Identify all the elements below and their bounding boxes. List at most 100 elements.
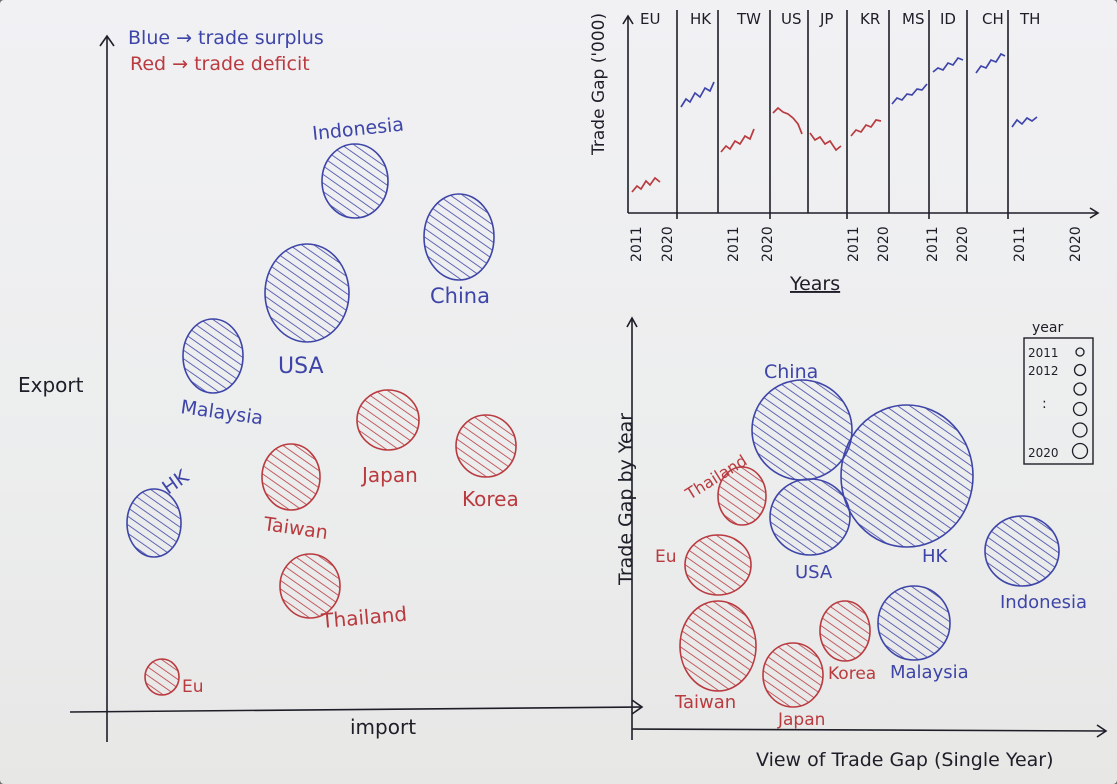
label-usa: USA xyxy=(278,354,324,379)
bubble-indonesia-single xyxy=(984,515,1060,587)
tick-kr-end: 2020 xyxy=(876,226,892,262)
line-y-arrow xyxy=(622,14,634,25)
scatter-x-axis xyxy=(69,706,643,713)
color-legend: Blue → trade surplus Red → trade deficit xyxy=(128,27,324,75)
bubble-x-arrow xyxy=(1096,724,1108,738)
bubble-korea xyxy=(455,414,517,478)
series-ms xyxy=(891,83,928,105)
line-y-label: Trade Gap ('000) xyxy=(589,13,609,156)
series-kr xyxy=(850,119,882,137)
panel-label-th: TH xyxy=(1019,10,1040,28)
year-legend-2020: 2020 xyxy=(1028,446,1059,460)
bubble-thailand xyxy=(279,553,341,619)
series-jp xyxy=(809,132,842,152)
series-hk xyxy=(680,81,715,108)
tick-id-start: 2011 xyxy=(925,226,941,262)
tick-eu-end: 2020 xyxy=(660,226,676,262)
tick-th-end: 2020 xyxy=(1068,226,1084,262)
year-legend-2012: 2012 xyxy=(1028,364,1059,378)
bubble-thailand-single xyxy=(717,466,767,526)
bubble-usa-single xyxy=(769,478,851,556)
panel-label-eu: EU xyxy=(640,10,660,28)
bubble-label-japan: Japan xyxy=(777,710,825,730)
bubble-label-china: China xyxy=(764,361,818,383)
bubble-label-taiwan: Taiwan xyxy=(674,692,736,713)
bubble-eu xyxy=(144,658,180,696)
tick-id-end: 2020 xyxy=(955,226,971,262)
bubble-eu-single xyxy=(684,534,752,596)
tick-th-start: 2011 xyxy=(1012,226,1028,262)
scatter-x-arrow xyxy=(631,699,644,715)
year-legend-box xyxy=(1023,337,1094,465)
label-indonesia: Indonesia xyxy=(311,113,405,144)
bubble-y-label: Trade Gap by Year xyxy=(615,413,637,586)
bubble-label-usa: USA xyxy=(795,562,833,583)
panel-label-us: US xyxy=(781,10,802,28)
bubble-japan xyxy=(356,389,420,451)
panel-label-tw: TW xyxy=(736,10,761,28)
bubble-china-single xyxy=(751,379,853,481)
bubble-label-hk: HK xyxy=(922,546,949,567)
bubble-label-korea: Korea xyxy=(828,664,876,684)
bubble-y-arrow xyxy=(626,316,638,328)
bubble-x-axis xyxy=(631,728,1107,732)
scatter-y-label: Export xyxy=(18,373,84,397)
panel-label-id: ID xyxy=(940,10,956,28)
line-x-arrow xyxy=(1089,207,1100,219)
bubble-label-indonesia: Indonesia xyxy=(1000,592,1087,613)
series-tw xyxy=(720,128,755,153)
bubble-taiwan xyxy=(261,443,321,511)
panel-label-ms: MS xyxy=(902,10,924,28)
panel-label-ch: CH xyxy=(982,10,1004,28)
series-us xyxy=(772,106,803,135)
bubble-taiwan-single xyxy=(679,600,757,692)
year-legend-marker-6 xyxy=(1071,442,1089,460)
legend-deficit: Red → trade deficit xyxy=(130,53,310,75)
bubble-usa xyxy=(264,243,350,343)
bubble-chart: Trade Gap by Year View of Trade Gap (Sin… xyxy=(615,316,1108,771)
bubble-indonesia xyxy=(321,143,389,219)
tick-tw-end: 2020 xyxy=(760,226,776,262)
series-eu xyxy=(631,176,661,193)
bubble-malaysia xyxy=(182,318,244,394)
label-china: China xyxy=(430,284,490,308)
scatter-chart: Export import Indonesia China USA Malays… xyxy=(18,34,644,742)
series-ch xyxy=(975,52,1006,74)
bubble-hk-single xyxy=(840,404,974,548)
year-legend-ellipsis: : xyxy=(1042,396,1047,412)
scatter-y-arrow xyxy=(99,34,115,47)
line-x-label: Years xyxy=(789,273,840,295)
label-korea: Korea xyxy=(462,487,519,511)
year-legend-title: year xyxy=(1032,320,1063,336)
legend-surplus: Blue → trade surplus xyxy=(128,27,324,49)
tick-tw-start: 2011 xyxy=(726,226,742,262)
bubble-label-eu: Eu xyxy=(655,547,677,567)
year-legend-marker-3 xyxy=(1073,382,1087,396)
bubble-malaysia-single xyxy=(877,585,951,661)
line-chart: EU HK TW US JP KR MS ID CH TH Trade Gap … xyxy=(589,10,1100,295)
bubble-japan-single xyxy=(762,642,824,708)
year-legend-2011: 2011 xyxy=(1028,346,1059,360)
panel-label-jp: JP xyxy=(819,10,833,28)
year-legend-marker-2 xyxy=(1073,363,1087,377)
label-malaysia: Malaysia xyxy=(179,396,264,429)
label-eu: Eu xyxy=(182,677,204,697)
bubble-china xyxy=(423,193,495,281)
label-japan: Japan xyxy=(360,463,418,487)
year-legend: year 2011 2012 : 2020 xyxy=(1023,320,1094,465)
tick-kr-start: 2011 xyxy=(846,226,862,262)
bubble-label-malaysia: Malaysia xyxy=(890,662,969,683)
year-legend-marker-5 xyxy=(1072,422,1088,438)
bubble-hk xyxy=(126,488,182,558)
year-legend-marker-4 xyxy=(1072,401,1088,417)
tick-eu-start: 2011 xyxy=(629,226,645,262)
series-id xyxy=(932,56,964,73)
series-th xyxy=(1011,116,1038,128)
bubble-korea-single xyxy=(819,600,871,662)
scatter-x-label: import xyxy=(350,715,416,739)
year-legend-marker-1 xyxy=(1075,347,1085,357)
bubble-x-label: View of Trade Gap (Single Year) xyxy=(756,749,1054,771)
label-taiwan: Taiwan xyxy=(261,513,329,544)
